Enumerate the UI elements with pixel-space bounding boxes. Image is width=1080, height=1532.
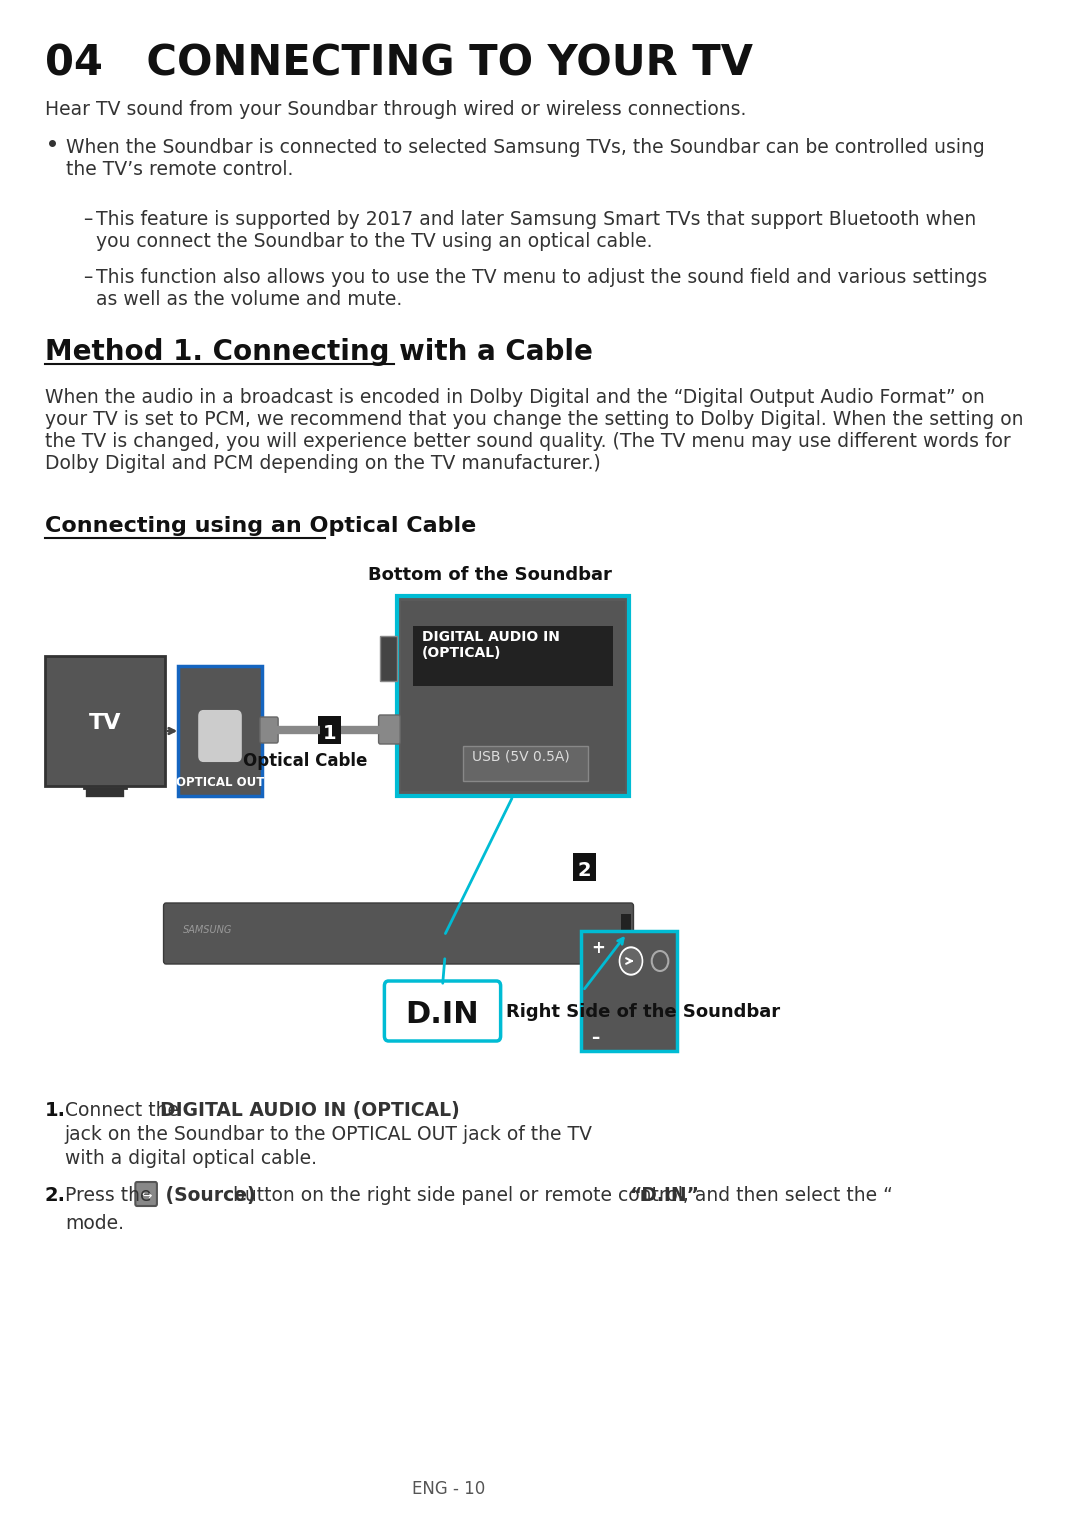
FancyBboxPatch shape (396, 596, 630, 797)
Text: DIGITAL AUDIO IN
(OPTICAL): DIGITAL AUDIO IN (OPTICAL) (422, 630, 559, 660)
FancyBboxPatch shape (401, 601, 625, 791)
Text: DIGITAL AUDIO IN (OPTICAL): DIGITAL AUDIO IN (OPTICAL) (160, 1102, 460, 1120)
Text: Bottom of the Soundbar: Bottom of the Soundbar (368, 565, 611, 584)
Text: OPTICAL OUT: OPTICAL OUT (176, 777, 265, 789)
Text: Connect the: Connect the (65, 1102, 185, 1120)
FancyBboxPatch shape (621, 915, 631, 953)
Text: mode.: mode. (65, 1213, 124, 1233)
Text: with a digital optical cable.: with a digital optical cable. (65, 1149, 316, 1167)
Text: Right Side of the Soundbar: Right Side of the Soundbar (507, 1003, 781, 1020)
Text: ↪: ↪ (140, 1190, 151, 1203)
Text: Connecting using an Optical Cable: Connecting using an Optical Cable (45, 516, 476, 536)
FancyBboxPatch shape (380, 636, 396, 682)
Text: This function also allows you to use the TV menu to adjust the sound field and v: This function also allows you to use the… (96, 268, 987, 309)
FancyBboxPatch shape (45, 656, 165, 786)
Text: SAMSUNG: SAMSUNG (183, 925, 232, 935)
Text: ENG - 10: ENG - 10 (411, 1480, 485, 1498)
Text: “D.IN”: “D.IN” (630, 1186, 699, 1206)
Circle shape (621, 948, 640, 973)
Text: When the Soundbar is connected to selected Samsung TVs, the Soundbar can be cont: When the Soundbar is connected to select… (66, 138, 985, 179)
FancyBboxPatch shape (135, 1183, 157, 1206)
Text: 1: 1 (323, 725, 336, 743)
FancyBboxPatch shape (199, 711, 241, 761)
Text: D.IN: D.IN (406, 1000, 480, 1030)
FancyBboxPatch shape (318, 715, 341, 745)
Text: Optical Cable: Optical Cable (243, 752, 367, 771)
Text: Method 1. Connecting with a Cable: Method 1. Connecting with a Cable (45, 339, 593, 366)
FancyBboxPatch shape (463, 746, 588, 781)
FancyBboxPatch shape (384, 980, 501, 1042)
FancyBboxPatch shape (163, 902, 634, 964)
Text: 1.: 1. (45, 1102, 66, 1120)
Text: (Source): (Source) (159, 1186, 255, 1206)
FancyBboxPatch shape (379, 715, 401, 745)
Text: jack on the Soundbar to the OPTICAL OUT jack of the TV: jack on the Soundbar to the OPTICAL OUT … (65, 1124, 593, 1144)
FancyBboxPatch shape (581, 931, 677, 1051)
Text: button on the right side panel or remote control, and then select the “: button on the right side panel or remote… (228, 1186, 893, 1206)
Text: 2.: 2. (45, 1186, 66, 1206)
Text: Hear TV sound from your Soundbar through wired or wireless connections.: Hear TV sound from your Soundbar through… (45, 100, 746, 119)
Text: 04   CONNECTING TO YOUR TV: 04 CONNECTING TO YOUR TV (45, 41, 753, 84)
Text: +: + (591, 939, 605, 958)
Text: TV: TV (89, 712, 121, 732)
Text: This feature is supported by 2017 and later Samsung Smart TVs that support Bluet: This feature is supported by 2017 and la… (96, 210, 976, 251)
Text: –: – (83, 268, 92, 286)
Text: When the audio in a broadcast is encoded in Dolby Digital and the “Digital Outpu: When the audio in a broadcast is encoded… (45, 388, 1024, 473)
Circle shape (619, 947, 643, 974)
FancyBboxPatch shape (414, 627, 612, 686)
Text: Press the: Press the (65, 1186, 158, 1206)
FancyBboxPatch shape (572, 853, 596, 881)
FancyBboxPatch shape (178, 666, 261, 797)
FancyBboxPatch shape (260, 717, 279, 743)
Text: –: – (591, 1030, 599, 1046)
Text: 2: 2 (578, 861, 591, 879)
Text: –: – (83, 210, 92, 228)
Text: USB (5V 0.5A): USB (5V 0.5A) (472, 749, 569, 763)
